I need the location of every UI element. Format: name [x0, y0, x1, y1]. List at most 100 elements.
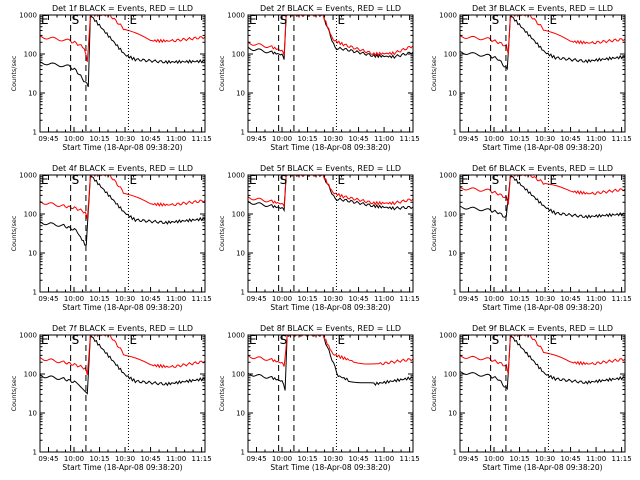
chart-panel: E S E 1 10 100 1000 09:45 10:00 10:15 10:30 10:45 11…: [10, 4, 212, 152]
x-tick-label: 10:45: [348, 135, 368, 143]
marker-label: S: [492, 13, 500, 27]
marker-label: E: [461, 173, 469, 187]
plot-frame: [39, 14, 206, 133]
x-axis-label: Start Time (18-Apr-08 09:38:20): [482, 303, 602, 312]
x-tick-label: 10:30: [115, 455, 135, 463]
series-lld-line: [40, 175, 205, 220]
x-tick-label: 10:00: [272, 135, 292, 143]
x-tick-label: 10:00: [64, 135, 84, 143]
chart-title: Det 1f BLACK = Events, RED = LLD: [52, 4, 193, 13]
chart-panel: E S E 1 10 100 1000 09:45 10:00 10:15 10:30 10:45 11…: [430, 324, 632, 472]
chart-title: Det 2f BLACK = Events, RED = LLD: [260, 4, 401, 13]
x-tick-label: 10:15: [89, 135, 109, 143]
x-tick-label: 11:15: [400, 455, 420, 463]
marker-label: S: [280, 173, 288, 187]
x-tick-label: 10:15: [297, 295, 317, 303]
x-tick-label: 11:00: [374, 455, 394, 463]
x-tick-label: 10:15: [509, 135, 529, 143]
series-lld-line: [248, 15, 413, 57]
marker-label: E: [249, 13, 257, 27]
chart-panel: E S E 1 10 100 1000 09:45 10:00 10:15 10:30 10:45 11…: [10, 164, 212, 312]
y-tick-label: 1000: [227, 332, 245, 340]
x-tick-label: 10:45: [140, 135, 160, 143]
y-axis-label: Counts/sec: [10, 55, 18, 91]
x-axis-label: Start Time (18-Apr-08 09:38:20): [270, 303, 390, 312]
y-tick-label: 100: [24, 51, 37, 59]
x-tick-label: 10:15: [89, 455, 109, 463]
x-tick-label: 10:30: [115, 295, 135, 303]
y-axis-label: Counts/sec: [430, 215, 438, 251]
marker-label: S: [492, 333, 500, 347]
chart-title: Det 3f BLACK = Events, RED = LLD: [472, 4, 613, 13]
x-tick-label: 11:00: [374, 135, 394, 143]
chart-panel: E S E 1 10 100 1000 09:45 10:00 10:15 10:30 10:45 11…: [430, 164, 632, 312]
x-tick-label: 10:45: [348, 295, 368, 303]
series-events-line: [40, 335, 205, 395]
plot-frame: [459, 334, 626, 453]
series-events-line: [460, 15, 625, 71]
x-tick-label: 10:45: [560, 135, 580, 143]
x-tick-label: 10:30: [323, 135, 343, 143]
y-tick-label: 1000: [227, 12, 245, 20]
y-tick-label: 10: [236, 250, 245, 258]
marker-label: E: [549, 13, 557, 27]
plot-frame: [39, 334, 206, 453]
x-tick-label: 10:45: [560, 295, 580, 303]
marker-label: E: [129, 173, 137, 187]
x-tick-label: 10:45: [140, 455, 160, 463]
x-tick-label: 10:30: [535, 135, 555, 143]
x-tick-label: 11:15: [612, 295, 632, 303]
y-tick-label: 1000: [19, 12, 37, 20]
marker-label: S: [280, 13, 288, 27]
y-tick-label: 1: [241, 129, 245, 137]
y-tick-label: 10: [28, 250, 37, 258]
marker-label: S: [72, 13, 80, 27]
marker-label: E: [249, 173, 257, 187]
x-tick-label: 10:30: [535, 295, 555, 303]
y-axis-label: Counts/sec: [10, 215, 18, 251]
x-tick-label: 11:00: [586, 135, 606, 143]
plot-frame: [459, 174, 626, 293]
x-tick-label: 10:15: [297, 135, 317, 143]
y-tick-label: 100: [232, 51, 245, 59]
y-axis-label: Counts/sec: [430, 375, 438, 411]
y-tick-label: 1: [33, 289, 37, 297]
y-axis-label: Counts/sec: [218, 375, 226, 411]
x-tick-label: 10:15: [509, 455, 529, 463]
x-tick-label: 11:00: [166, 295, 186, 303]
plot-frame: [39, 174, 206, 293]
marker-label: E: [41, 333, 49, 347]
series-lld-line: [460, 15, 625, 55]
x-tick-label: 10:30: [535, 455, 555, 463]
x-tick-label: 10:00: [272, 295, 292, 303]
x-tick-label: 10:00: [484, 455, 504, 463]
x-tick-label: 10:00: [484, 135, 504, 143]
y-tick-label: 1000: [227, 172, 245, 180]
x-tick-label: 10:00: [64, 455, 84, 463]
x-tick-label: 10:00: [484, 295, 504, 303]
y-tick-label: 1: [453, 449, 457, 457]
marker-label: S: [280, 333, 288, 347]
marker-label: S: [72, 333, 80, 347]
x-tick-label: 10:15: [297, 455, 317, 463]
chart-title: Det 9f BLACK = Events, RED = LLD: [472, 324, 613, 333]
series-lld-line: [248, 335, 413, 367]
y-tick-label: 10: [448, 250, 457, 258]
y-tick-label: 100: [444, 211, 457, 219]
x-tick-label: 11:15: [192, 455, 212, 463]
x-tick-label: 11:00: [166, 135, 186, 143]
series-events-line: [248, 335, 413, 391]
x-tick-label: 11:15: [612, 135, 632, 143]
x-tick-label: 11:00: [166, 455, 186, 463]
chart-panel: E S E 1 10 100 1000 09:45 10:00 10:15 10:30 10:45 11…: [218, 324, 420, 472]
x-tick-label: 11:00: [586, 455, 606, 463]
x-tick-label: 11:15: [192, 135, 212, 143]
marker-label: E: [129, 333, 137, 347]
plot-frame: [247, 174, 414, 293]
series-events-line: [460, 335, 625, 391]
y-tick-label: 100: [24, 211, 37, 219]
x-tick-label: 09:45: [458, 135, 478, 143]
y-tick-label: 1000: [439, 172, 457, 180]
x-tick-label: 10:45: [140, 295, 160, 303]
x-tick-label: 11:00: [586, 295, 606, 303]
